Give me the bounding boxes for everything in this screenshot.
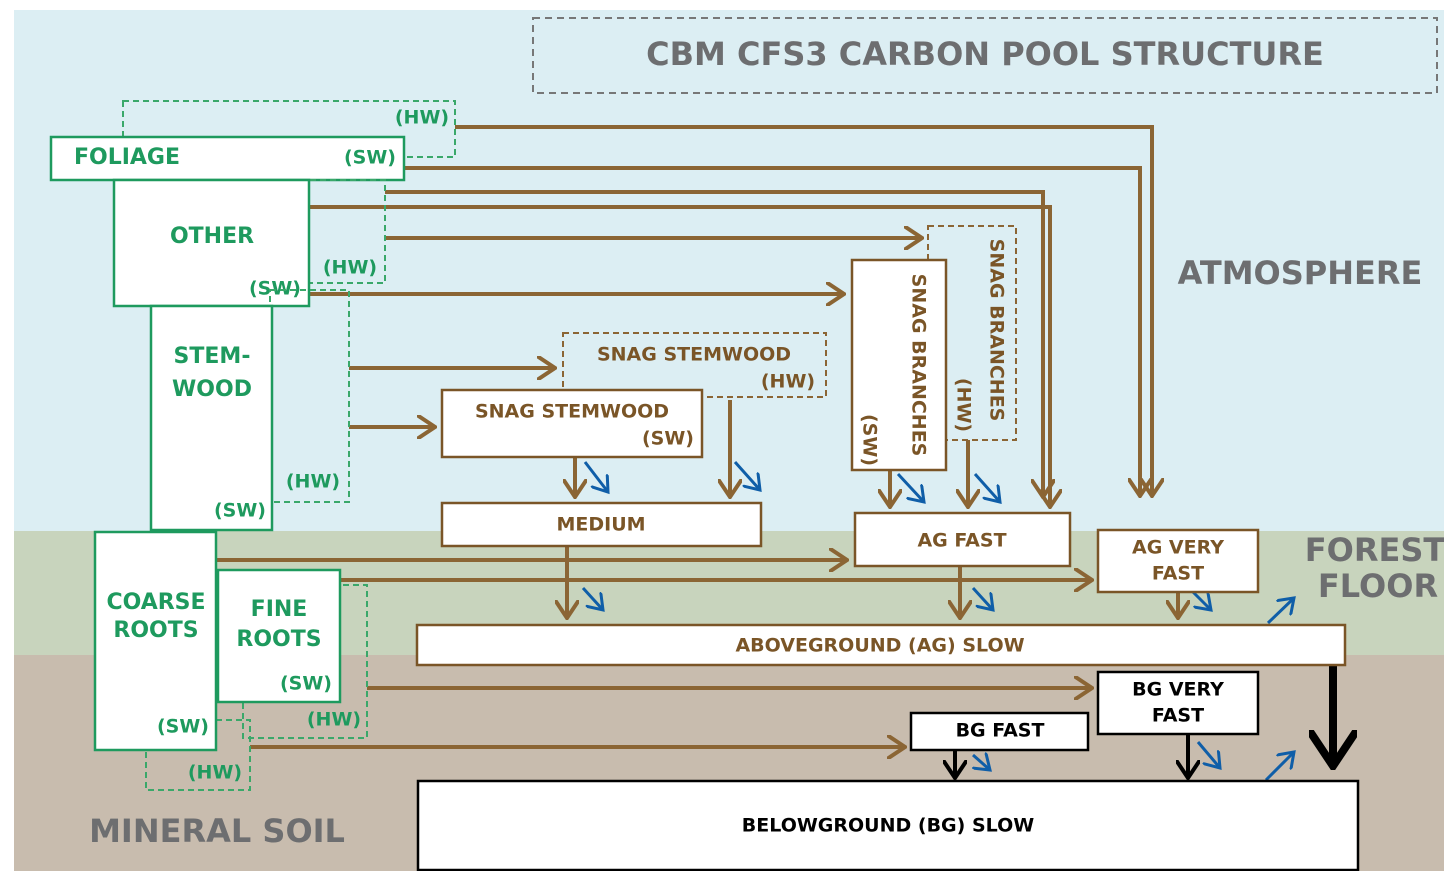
hw-tag: (HW)	[286, 471, 340, 493]
arrow	[404, 166, 1140, 494]
pool-label: BELOWGROUND (BG) SLOW	[742, 815, 1034, 837]
pool-label: SNAG STEMWOOD	[597, 344, 791, 366]
pool-label: FINE	[251, 597, 308, 622]
pool-label: COARSE	[106, 590, 205, 615]
zone-label: MINERAL SOIL	[89, 812, 345, 850]
pool-label: OTHER	[170, 224, 254, 249]
pool-label: SNAG BRANCHES	[908, 274, 930, 457]
pool-label: BG FAST	[956, 720, 1045, 742]
pool-label: SNAG BRANCHES	[986, 239, 1008, 422]
pool-label: BG VERY	[1132, 679, 1224, 701]
ag-slow	[415, 623, 1347, 667]
arrow	[1266, 598, 1294, 625]
snag-stemwood-sw	[440, 388, 704, 459]
bg-slow	[416, 779, 1360, 871]
zone-label: FOREST	[1305, 531, 1444, 569]
sw-tag: (SW)	[642, 428, 694, 450]
pool-label: ROOTS	[113, 618, 198, 643]
pool-label: MEDIUM	[556, 514, 645, 536]
pool-label: AG VERY	[1132, 537, 1224, 559]
ag-fast	[853, 511, 1072, 568]
arrow	[896, 472, 924, 502]
pool-label: FAST	[1152, 705, 1204, 727]
arrow	[973, 755, 990, 770]
flows	[216, 125, 1333, 782]
arrow	[1196, 741, 1220, 768]
bg-very-fast	[1096, 670, 1260, 736]
snag-stemwood-hw	[562, 332, 827, 398]
arrow	[583, 461, 608, 492]
arrow	[309, 205, 1050, 505]
zone-label: ATMOSPHERE	[1178, 254, 1423, 292]
arrow	[733, 461, 760, 490]
sw-tag: (SW)	[344, 147, 396, 169]
pool-label: WOOD	[172, 377, 252, 402]
hw-tag: (HW)	[188, 762, 242, 784]
fine-roots	[216, 568, 342, 704]
arrow	[385, 190, 1043, 495]
arrow	[455, 125, 1152, 494]
zone-label: FLOOR	[1318, 567, 1438, 605]
pool-label: AG FAST	[917, 530, 1006, 552]
arrow	[973, 473, 1000, 502]
hw-tag: (HW)	[953, 378, 975, 432]
stemwood	[149, 304, 274, 532]
sw-tag: (SW)	[280, 673, 332, 695]
pool-label: FAST	[1152, 563, 1204, 585]
hw-tag: (HW)	[307, 709, 361, 731]
ag-very-fast	[1096, 528, 1260, 594]
snag-branches-sw	[850, 258, 948, 472]
sw-tag: (SW)	[859, 414, 881, 466]
pool-label: SNAG STEMWOOD	[475, 401, 669, 423]
pool-label: ROOTS	[236, 627, 321, 652]
arrow	[581, 586, 603, 610]
snag-branches-hw	[927, 225, 1017, 441]
other	[112, 178, 311, 308]
pool-label: ABOVEGROUND (AG) SLOW	[735, 635, 1024, 657]
title: CBM CFS3 CARBON POOL STRUCTURE	[646, 35, 1324, 73]
foliage	[49, 135, 406, 182]
sw-tag: (SW)	[214, 500, 266, 522]
hw-tag: (HW)	[395, 107, 449, 129]
hw-tag: (HW)	[761, 371, 815, 393]
arrow	[1264, 752, 1294, 782]
bg-fast	[909, 711, 1090, 752]
pool-label: FOLIAGE	[74, 145, 180, 170]
arrow	[1191, 590, 1211, 610]
coarse-roots	[93, 530, 218, 752]
pool-label: STEM-	[174, 344, 251, 369]
hw-tag: (HW)	[323, 257, 377, 279]
sw-tag: (SW)	[157, 716, 209, 738]
sw-tag: (SW)	[249, 278, 301, 300]
title-box	[532, 17, 1438, 94]
arrow	[971, 586, 993, 610]
medium	[440, 501, 763, 548]
